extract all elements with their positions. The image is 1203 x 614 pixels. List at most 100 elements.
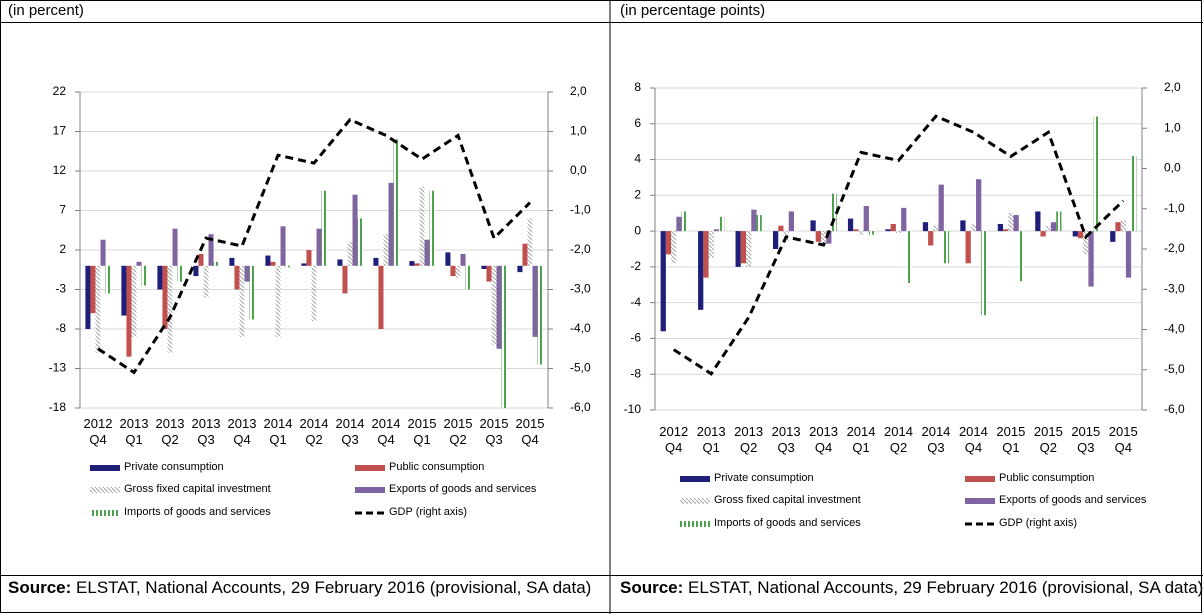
bar	[85, 265, 91, 329]
bar	[275, 265, 281, 337]
bar	[172, 228, 178, 266]
bar	[347, 242, 353, 266]
line	[672, 114, 1125, 376]
bar	[1003, 229, 1009, 232]
x-tick-label: 2013 Q2	[155, 416, 185, 447]
x-tick-label: 2012 Q4	[83, 416, 113, 447]
bar	[486, 265, 492, 282]
bar	[1088, 231, 1094, 287]
source-label: Source:	[620, 578, 684, 597]
bar	[311, 265, 317, 322]
bar	[970, 223, 977, 232]
bar	[213, 261, 219, 266]
bar	[885, 229, 891, 232]
bar	[193, 265, 199, 277]
bar	[496, 265, 502, 349]
bar	[537, 265, 543, 365]
bar	[136, 261, 142, 266]
y-tick-label: 4	[634, 152, 641, 166]
bar	[95, 265, 101, 353]
bar	[660, 231, 666, 332]
y2-tick-label: -4,0	[1164, 322, 1185, 336]
x-tick-label: 2014 Q3	[335, 416, 365, 447]
bar	[1093, 116, 1099, 232]
bar	[997, 223, 1004, 232]
bar	[522, 243, 528, 266]
bar	[244, 265, 250, 282]
y-tick-label: -13	[49, 361, 67, 375]
bar	[703, 231, 709, 278]
bar	[1008, 213, 1014, 232]
y2-tick-label: 0,0	[570, 163, 587, 177]
x-tick-label: 2015 Q1	[996, 424, 1026, 455]
bar	[455, 265, 461, 278]
y2-tick-label: 0,0	[1164, 161, 1181, 175]
bar	[853, 229, 859, 232]
bar	[1040, 231, 1046, 237]
bar	[773, 231, 779, 249]
bar	[419, 186, 425, 266]
bar	[847, 218, 854, 232]
y-tick-label: 8	[634, 80, 641, 94]
bar	[922, 222, 929, 232]
x-tick-label: 2015 Q3	[1071, 424, 1101, 455]
bar	[100, 239, 106, 266]
bar	[409, 261, 415, 266]
bar	[895, 231, 902, 233]
y2-tick-label: -5,0	[570, 361, 591, 375]
x-tick-label: 2015 Q4	[1108, 424, 1138, 455]
x-tick-label: 2013 Q2	[734, 424, 764, 455]
x-tick-label: 2015 Q1	[407, 416, 437, 447]
legend-label: Public consumption	[389, 461, 485, 473]
y-tick-label: -2	[630, 259, 641, 273]
bar	[681, 211, 687, 232]
bar	[450, 265, 456, 277]
source: Source: ELSTAT, National Accounts, 29 Fe…	[620, 579, 1203, 597]
bar	[708, 231, 714, 258]
y2-tick-label: 1,0	[570, 124, 587, 138]
y2-tick-label: -1,0	[570, 203, 591, 217]
bar	[460, 253, 466, 266]
bar	[751, 209, 757, 232]
bar	[352, 194, 358, 266]
x-tick-label: 2015 Q3	[479, 416, 509, 447]
bar	[388, 182, 394, 266]
bar	[167, 265, 173, 353]
bar	[414, 263, 420, 266]
bar	[373, 257, 379, 266]
bar	[1072, 231, 1078, 237]
bar	[393, 139, 399, 266]
bar	[965, 231, 971, 264]
bar	[357, 218, 363, 266]
x-tick-label: 2013 Q1	[696, 424, 726, 455]
y-tick-label: -4	[630, 295, 641, 309]
legend-swatch	[965, 498, 995, 504]
legend-label: Imports of goods and services	[714, 517, 861, 529]
bar	[501, 265, 507, 408]
bar	[863, 206, 869, 232]
source-text: ELSTAT, National Accounts, 29 February 2…	[688, 578, 1203, 597]
legend-swatch	[965, 476, 995, 482]
legend-label: Gross fixed capital investment	[124, 483, 271, 495]
legend-label: Imports of goods and services	[124, 506, 271, 518]
line	[97, 117, 532, 375]
legend-swatch	[90, 465, 120, 471]
y-tick-label: -8	[55, 321, 66, 335]
y2-tick-label: -6,0	[570, 400, 591, 414]
bar	[815, 231, 821, 242]
x-tick-label: 2015 Q4	[515, 416, 545, 447]
x-tick-label: 2013 Q3	[771, 424, 801, 455]
subtitle: (in percentage points)	[620, 2, 766, 19]
legend-label: Gross fixed capital investment	[714, 494, 861, 506]
y2-tick-label: 1,0	[1164, 120, 1181, 134]
y-tick-label: 0	[634, 223, 641, 237]
x-tick-label: 2013 Q4	[227, 416, 257, 447]
bar	[901, 207, 907, 232]
x-tick-label: 2012 Q4	[659, 424, 689, 455]
bar	[1120, 220, 1126, 232]
bar	[1013, 215, 1019, 232]
bar	[270, 261, 276, 266]
bar	[316, 228, 322, 266]
legend-label: Public consumption	[999, 472, 1095, 484]
